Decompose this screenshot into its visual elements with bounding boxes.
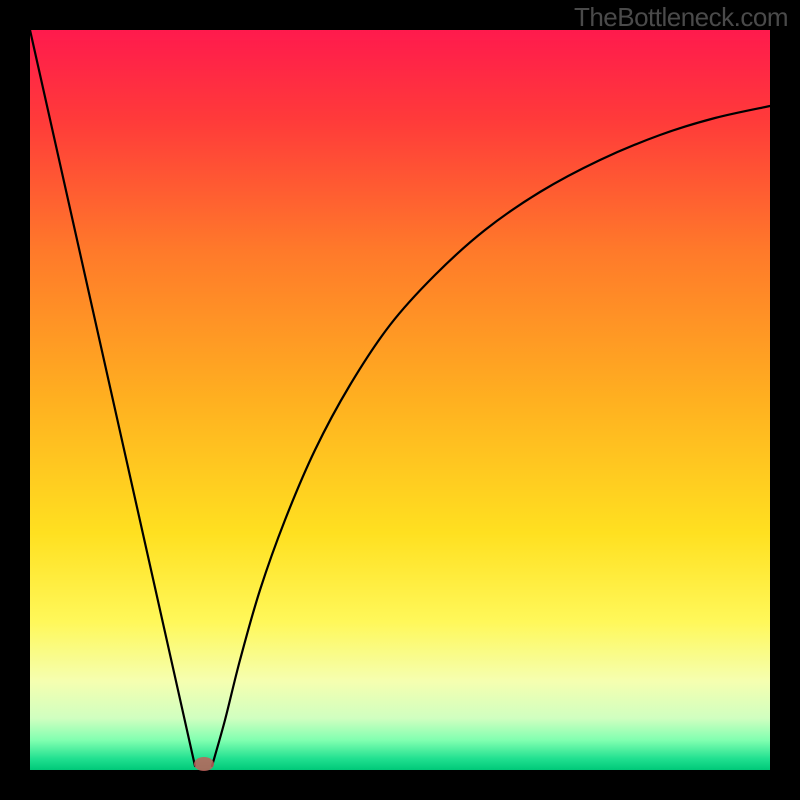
minimum-marker [194, 757, 214, 771]
bottleneck-curve-chart [0, 0, 800, 800]
gradient-plot-area [30, 30, 770, 770]
watermark-label: TheBottleneck.com [574, 2, 788, 33]
chart-container: TheBottleneck.com [0, 0, 800, 800]
